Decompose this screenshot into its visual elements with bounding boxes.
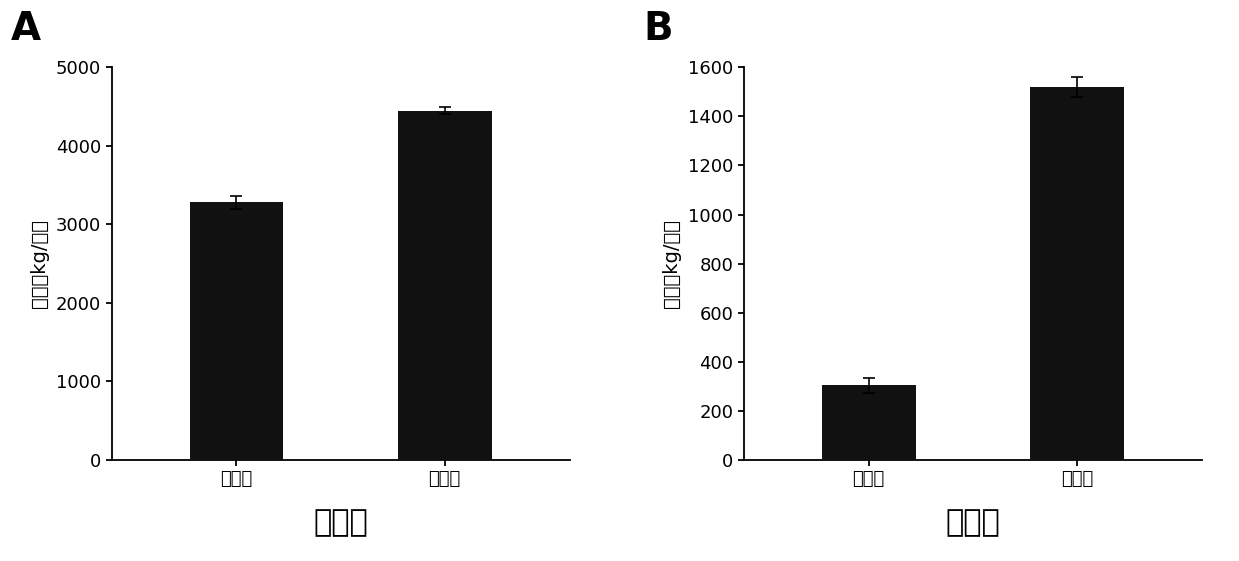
Y-axis label: 产量（kg/亩）: 产量（kg/亩） [30,219,48,308]
Bar [1030,87,1124,460]
Text: A: A [11,10,41,48]
Y-axis label: 产量（kg/亩）: 产量（kg/亩） [662,219,681,308]
Bar [190,203,284,460]
Text: B: B [643,10,673,48]
Bar [398,111,492,460]
X-axis label: 秋黄瓜: 秋黄瓜 [945,508,1000,537]
X-axis label: 春黄瓜: 春黄瓜 [313,508,368,537]
Bar [821,385,916,460]
